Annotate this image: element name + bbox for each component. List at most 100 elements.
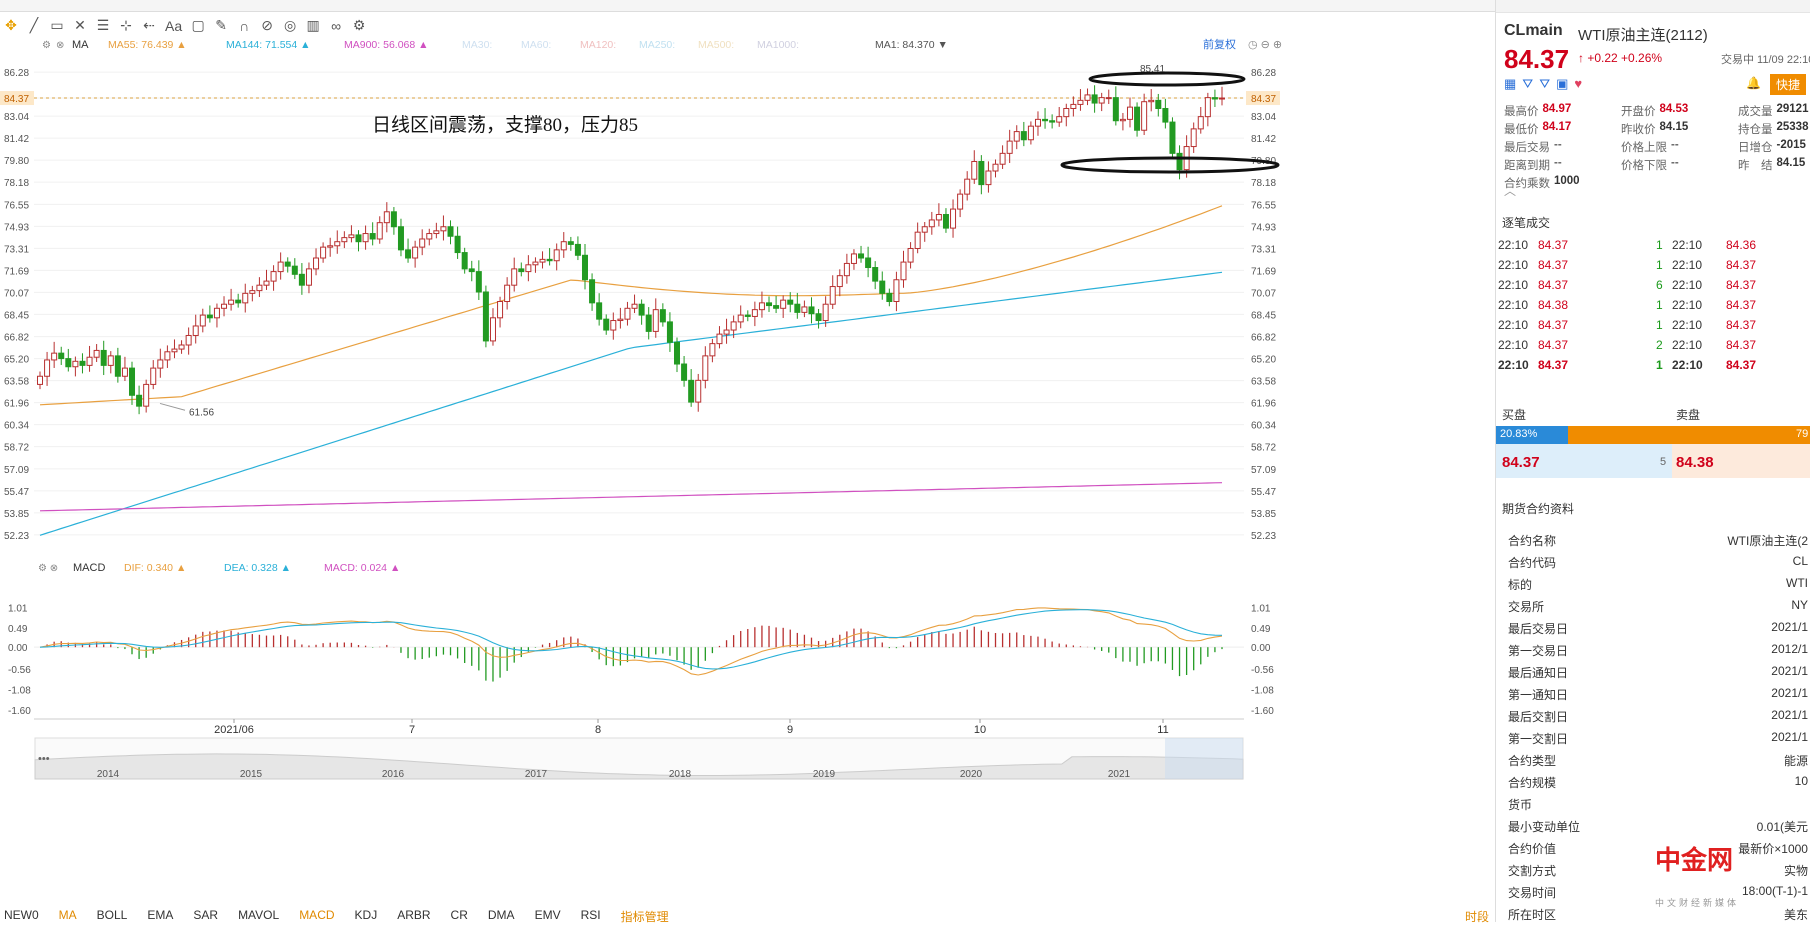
hlines-icon[interactable]: ☰: [96, 17, 110, 33]
candle-body: [362, 233, 369, 243]
candle-body: [107, 355, 114, 366]
candle-body: [1155, 99, 1162, 109]
candle-body: [341, 237, 348, 243]
navigator[interactable]: ••• 2014 2015 2016 2017 2018 2019 2020 2021: [34, 737, 1244, 780]
contract-info-row: 第一交割日 2021/1: [1508, 730, 1808, 746]
tick-cell: 84.37: [1538, 318, 1569, 332]
line-icon[interactable]: ╱: [29, 17, 39, 33]
comment-icon[interactable]: ▢: [191, 17, 205, 33]
y-tick-label: 78.18: [4, 178, 29, 189]
y-tick-label: 66.82: [4, 333, 29, 344]
arrow-icon[interactable]: ⇠: [143, 17, 155, 33]
candle-body: [780, 299, 787, 309]
candle-body: [773, 305, 780, 309]
ma-legend-item: MA1: 84.370 ▼: [875, 39, 948, 51]
contract-info-row: 交易时间 18:00(T-1)-1: [1508, 884, 1808, 900]
candle-body: [121, 367, 128, 377]
ma-legend-item: MA60:: [521, 39, 551, 51]
bid-ratio-bar: [1496, 426, 1568, 444]
candle-body: [596, 302, 603, 320]
trash-icon[interactable]: ▥: [306, 17, 320, 33]
eye-icon[interactable]: ◎: [284, 17, 297, 33]
indicator-tab[interactable]: NEW0: [4, 908, 39, 922]
indicator-tab[interactable]: CR: [450, 908, 468, 922]
period-tab[interactable]: 时段: [1464, 910, 1489, 924]
candle-body: [129, 367, 136, 396]
navigator-year: 2019: [813, 769, 836, 780]
tick-cell: 84.38: [1538, 298, 1569, 312]
y-tick-label: 76.55: [4, 200, 29, 211]
contract-info-row: 最小变动单位 0.01(美元: [1508, 820, 1808, 834]
rect-icon[interactable]: ▭: [50, 17, 64, 33]
indicator-tab[interactable]: ARBR: [397, 908, 431, 922]
link-icon[interactable]: ∞: [331, 17, 342, 34]
indicator-tab[interactable]: MACD: [299, 908, 335, 922]
top-menu-bar: [0, 0, 1495, 12]
bid-price: 84.37: [1502, 454, 1540, 471]
candle-body: [865, 257, 872, 269]
indicator-tab[interactable]: 指标管理: [620, 910, 669, 924]
indicator-tab[interactable]: DMA: [487, 908, 515, 922]
high-label: 85.41: [1140, 64, 1165, 75]
candle-body: [1141, 101, 1148, 131]
indicator-tab[interactable]: MAVOL: [238, 908, 280, 922]
navigator-handle: •••: [38, 753, 50, 765]
ask-label: 卖盘: [1676, 408, 1701, 422]
tick-cell: 22:10: [1498, 358, 1529, 372]
navigator-year: 2021: [1108, 769, 1131, 780]
tick-cell: 84.37: [1538, 278, 1569, 292]
indicator-tab[interactable]: EMV: [534, 908, 561, 922]
candle-body: [419, 238, 426, 248]
candle-body: [213, 307, 220, 319]
macd-tick-label-right: -1.08: [1251, 686, 1274, 697]
tick-cell: 84.37: [1538, 258, 1569, 272]
y-tick-label-right: 70.07: [1251, 288, 1276, 299]
indicator-tab[interactable]: BOLL: [96, 908, 128, 922]
candles: [37, 85, 1225, 415]
candle-body: [567, 241, 574, 245]
magnet-icon[interactable]: ∩: [239, 17, 250, 34]
measure-icon[interactable]: ⊹: [120, 17, 132, 33]
indicator-tab[interactable]: KDJ: [354, 908, 378, 922]
quick-trade-button[interactable]: 快捷: [1770, 74, 1807, 95]
tick-cell: 6: [1656, 278, 1663, 292]
candle-body: [1063, 107, 1070, 118]
candle-body: [617, 318, 624, 322]
collapse-icon[interactable]: ︿: [1504, 184, 1517, 198]
y-tick-label-right: 57.09: [1251, 465, 1276, 476]
text-tool[interactable]: Aa: [165, 17, 183, 34]
indicator-tab[interactable]: EMA: [147, 908, 174, 922]
ask-box: [1672, 444, 1810, 478]
quote-field: 持仓量 25338: [1738, 121, 1809, 136]
price-tag-right: [1246, 91, 1280, 106]
quote-field: 昨收价 84.15: [1621, 121, 1689, 136]
ma-legend-item: MA55: 76.439 ▲: [108, 39, 187, 51]
indicator-tab[interactable]: SAR: [193, 908, 219, 922]
tick-cell: 22:10: [1672, 238, 1703, 252]
indicator-tab[interactable]: MA: [58, 908, 77, 922]
pen-icon[interactable]: ✎: [215, 17, 227, 33]
lock-icon[interactable]: ⊘: [261, 17, 273, 33]
bell-icon[interactable]: 🔔: [1746, 76, 1761, 90]
move-icon[interactable]: ✥: [5, 17, 17, 33]
candle-body: [369, 233, 376, 240]
cross-icon[interactable]: ✕: [74, 17, 86, 33]
ma-name: MA: [72, 39, 89, 51]
indicator-tab[interactable]: RSI: [580, 908, 601, 922]
candle-body: [942, 214, 949, 229]
candle-body: [1042, 118, 1049, 122]
kline-chart[interactable]: ⚙ ⊗ MA MA55: 76.439 ▲ MA144: 71.554 ▲ MA900: …: [0, 38, 1495, 908]
navigator-area: [34, 753, 1244, 780]
contract-info-row: 最后交割日 2021/1: [1508, 708, 1808, 724]
tick-cell: 84.37: [1538, 358, 1569, 372]
candle-body: [1098, 97, 1105, 104]
quote-field: 最高价 84.97: [1504, 103, 1572, 118]
gear-icon[interactable]: ⚙: [352, 17, 366, 33]
candle-body: [737, 314, 744, 323]
ma55-line: [39, 205, 1223, 406]
candle-body: [758, 302, 765, 311]
sidebar-icon-row[interactable]: ▦⛛⛛▣♥: [1504, 76, 1589, 91]
candle-body: [150, 367, 157, 385]
ma-legend-item: MA30:: [462, 39, 492, 51]
macd-legend-item: DEA: 0.328 ▲: [224, 562, 291, 574]
